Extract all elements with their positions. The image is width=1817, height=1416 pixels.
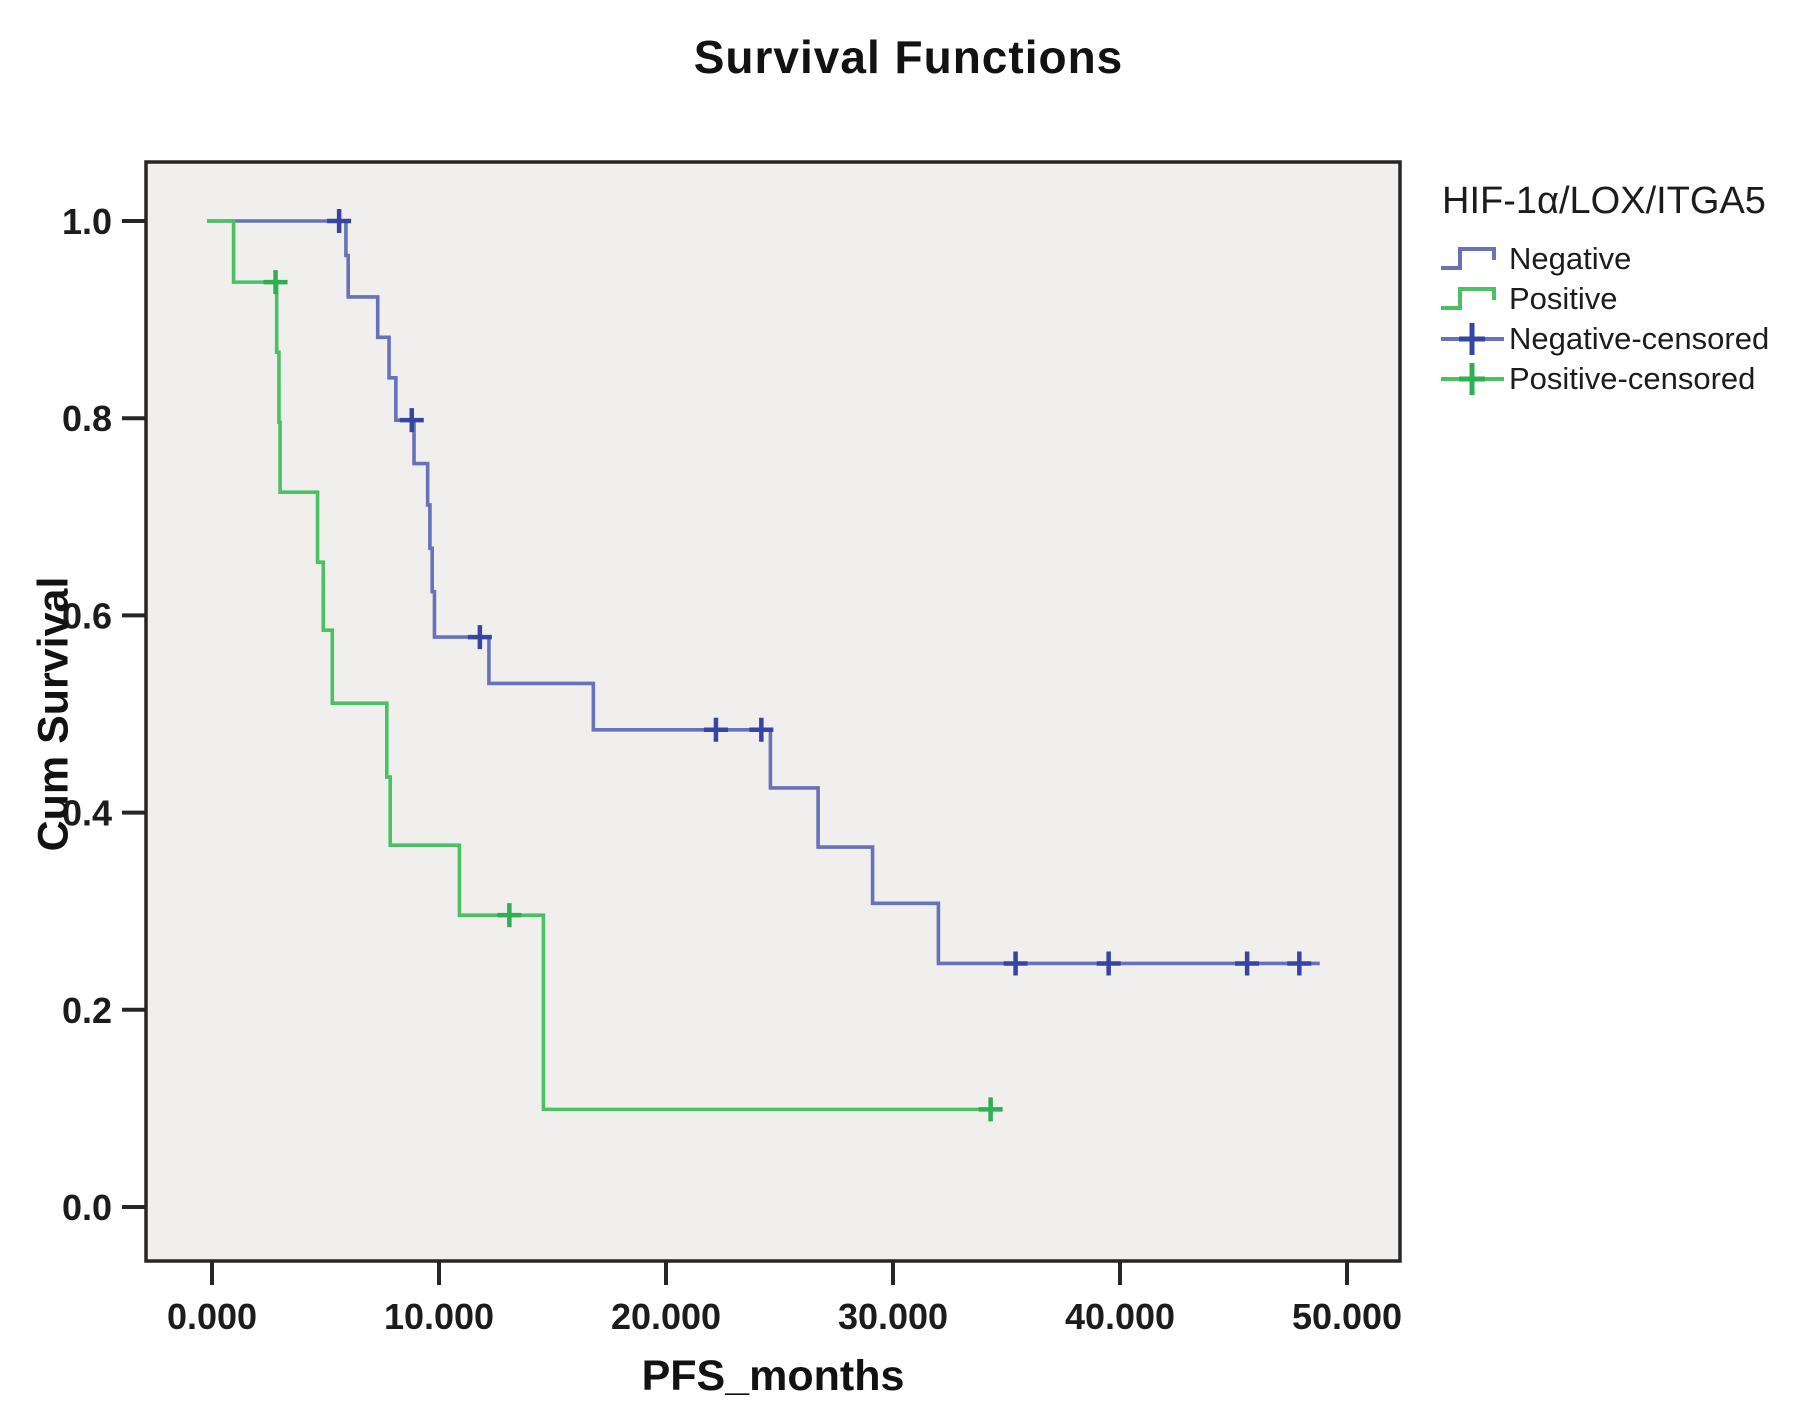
legend-item-positive: Positive: [1438, 279, 1817, 319]
y-axis-label: Cum Survival: [29, 576, 78, 852]
censor-mark-negative: [467, 625, 492, 650]
y-tick-label: 1.0: [62, 201, 112, 242]
censor-mark-positive: [497, 903, 522, 928]
censor-mark-negative: [1287, 951, 1312, 976]
censor-mark-negative: [327, 209, 352, 233]
legend-label: Negative-censored: [1509, 321, 1770, 356]
legend: HIF-1α/LOX/ITGA5 Negative Positive Negat…: [1438, 180, 1817, 399]
censor-plus-icon: [1441, 363, 1504, 395]
y-tick-label: 0.6: [62, 595, 112, 636]
y-tick-label: 0.8: [62, 398, 112, 439]
x-tick-label: 20.000: [611, 1296, 721, 1337]
legend-label: Positive-censored: [1509, 361, 1756, 396]
x-tick-label: 50.000: [1292, 1296, 1402, 1337]
chart-title: Survival Functions: [693, 31, 1124, 83]
plot-area: [146, 162, 1400, 1261]
censor-mark-negative: [399, 408, 424, 433]
y-tick-label: 0.0: [62, 1187, 112, 1228]
censor-mark-positive: [978, 1097, 1003, 1122]
legend-item-positive-censored: Positive-censored: [1438, 359, 1817, 399]
x-tick-label: 30.000: [838, 1296, 948, 1337]
y-tick-label: 0.2: [62, 990, 112, 1031]
x-axis-label: PFS_months: [641, 1352, 905, 1400]
censor-mark-negative: [1235, 951, 1260, 976]
censor-plus-icon: [1441, 323, 1504, 355]
plot-frame: [144, 160, 1402, 1263]
censor-mark-negative: [703, 717, 728, 742]
x-tick-label: 0.000: [167, 1296, 257, 1337]
censor-mark-positive: [263, 270, 288, 295]
x-tick-label: 40.000: [1065, 1296, 1175, 1337]
censor-mark-negative: [1003, 951, 1028, 976]
survival-curve-positive: [207, 219, 991, 1112]
survival-curve-negative: [207, 219, 1320, 966]
step-line-icon: [1441, 287, 1496, 310]
legend-label: Negative: [1509, 241, 1632, 276]
x-tick-label: 10.000: [384, 1296, 494, 1337]
legend-item-negative-censored: Negative-censored: [1438, 319, 1817, 359]
step-line-icon: [1441, 247, 1496, 270]
censor-mark-negative: [1096, 951, 1121, 976]
y-tick-label: 0.4: [62, 793, 112, 834]
legend-title: HIF-1α/LOX/ITGA5: [1442, 180, 1766, 222]
censor-mark-negative: [749, 717, 774, 742]
legend-label: Positive: [1509, 281, 1618, 316]
legend-item-negative: Negative: [1438, 239, 1817, 279]
